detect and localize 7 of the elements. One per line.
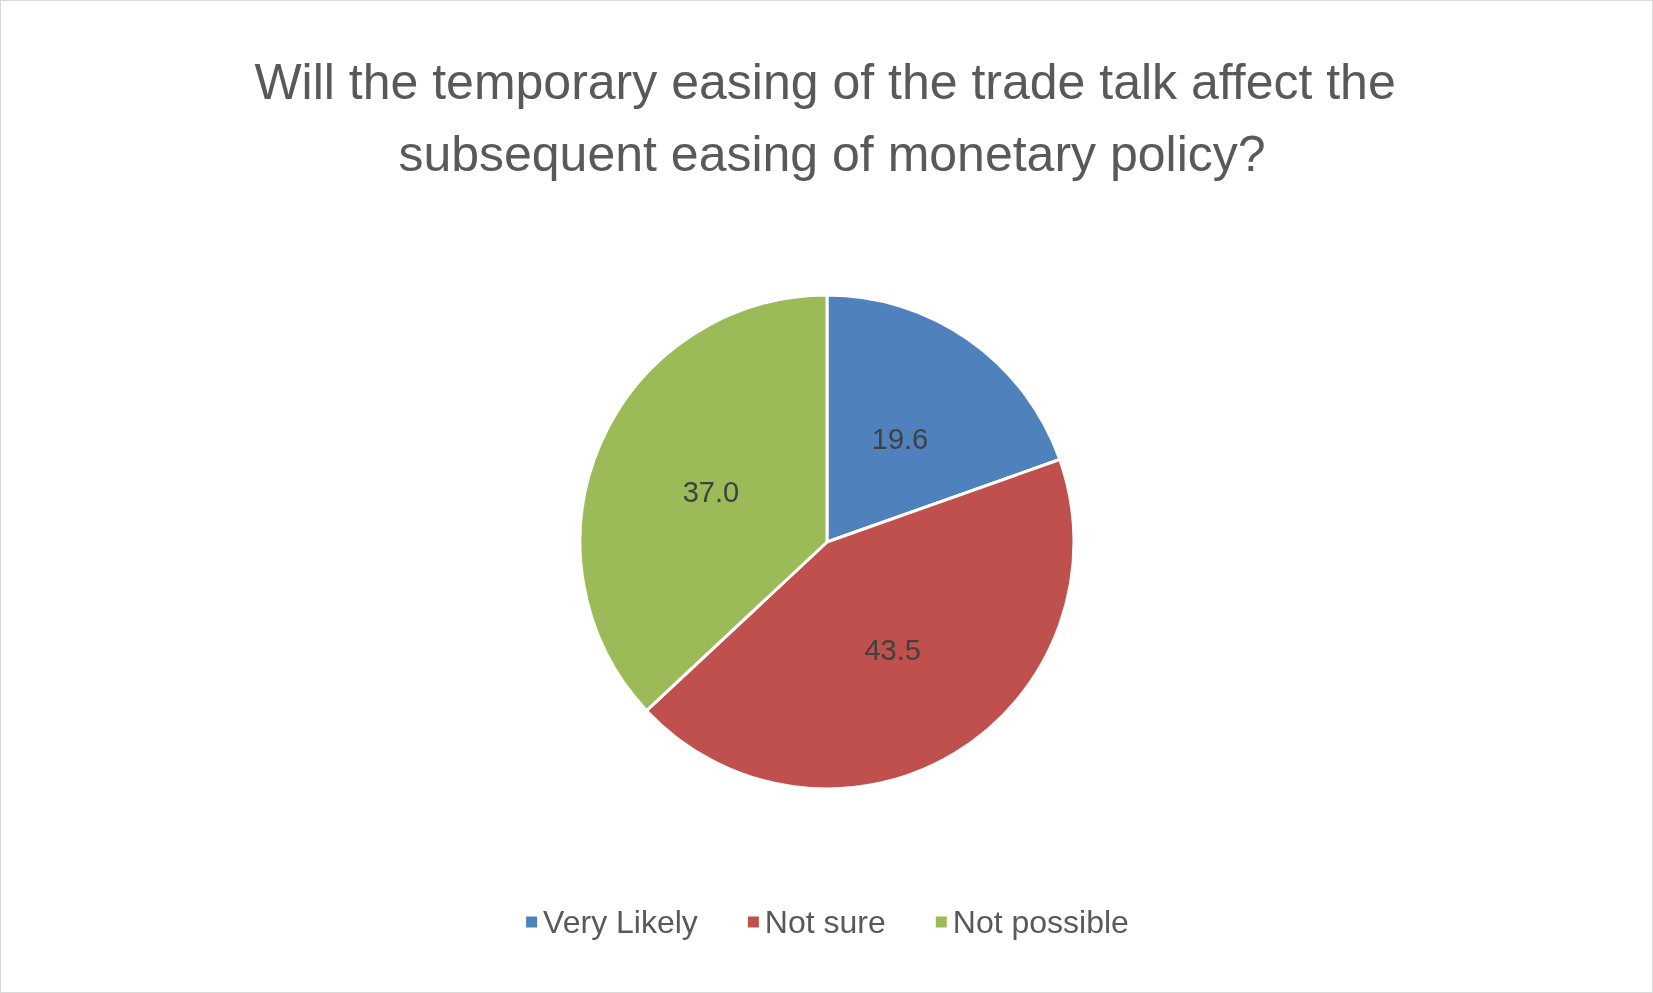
legend-label: Not possible [952,904,1129,940]
data-label: 19.6 [871,422,929,455]
data-label: 43.5 [864,634,921,667]
legend-label: Very Likely [543,904,698,940]
chart-title: Will the temporary easing of the trade talk affect the subsequent easing of monetary policy? [254,54,1410,182]
legend-label: Not sure [764,904,886,940]
data-label: 37.0 [682,475,740,508]
